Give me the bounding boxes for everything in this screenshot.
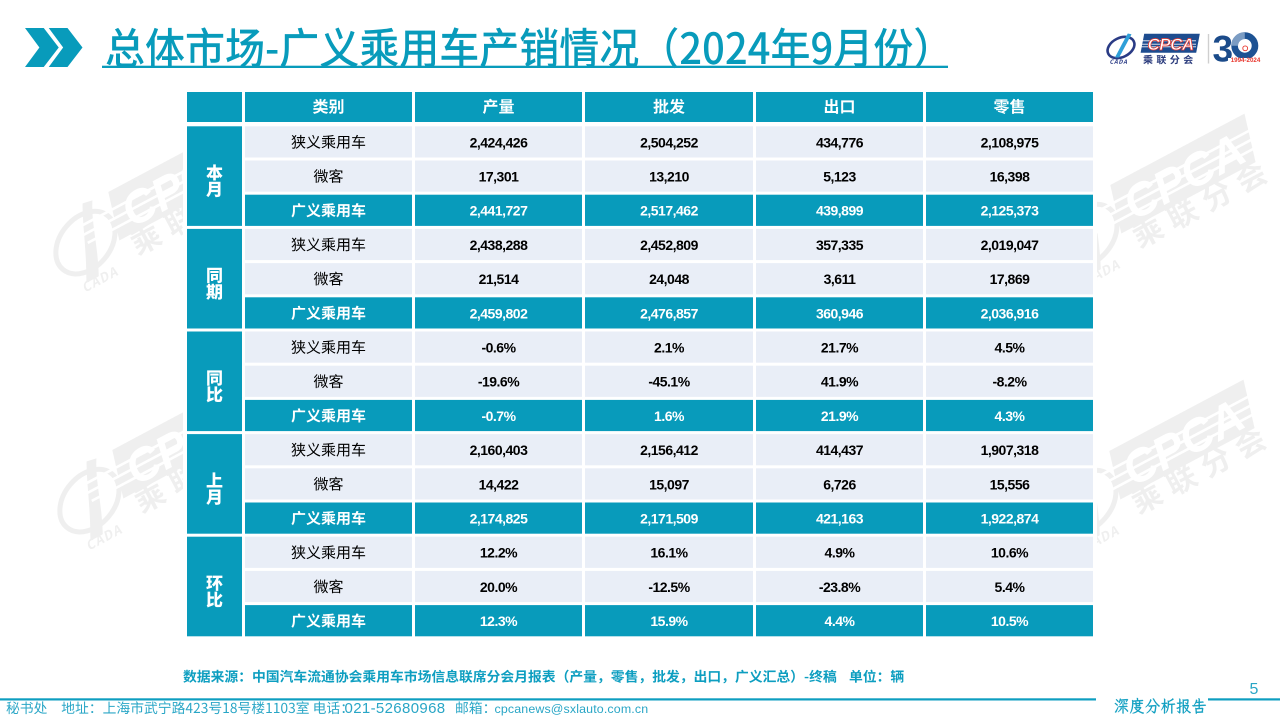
svg-text:-0.7%: -0.7% [481, 408, 516, 424]
svg-text:5,123: 5,123 [823, 169, 856, 185]
svg-text:15,097: 15,097 [649, 476, 690, 492]
svg-text:cpcanews@sxlauto.com.cn: cpcanews@sxlauto.com.cn [495, 702, 649, 716]
svg-text:2.1%: 2.1% [654, 340, 685, 356]
svg-text:-23.8%: -23.8% [819, 579, 861, 595]
svg-text:2,504,252: 2,504,252 [640, 134, 698, 150]
svg-text:12.2%: 12.2% [480, 545, 518, 561]
svg-text:15.9%: 15.9% [650, 613, 688, 629]
svg-text:2,517,462: 2,517,462 [640, 203, 698, 219]
svg-text:21.7%: 21.7% [821, 340, 859, 356]
svg-text:2,452,809: 2,452,809 [640, 237, 698, 253]
svg-text:-19.6%: -19.6% [478, 374, 520, 390]
svg-text:1,907,318: 1,907,318 [981, 442, 1039, 458]
svg-text:357,335: 357,335 [816, 237, 864, 253]
svg-text:414,437: 414,437 [816, 442, 864, 458]
svg-text:1994-2024: 1994-2024 [1231, 57, 1261, 64]
svg-text:5: 5 [1250, 681, 1259, 698]
svg-text:2,125,373: 2,125,373 [981, 203, 1039, 219]
svg-text:4.9%: 4.9% [825, 545, 856, 561]
svg-text:5.4%: 5.4% [995, 579, 1026, 595]
svg-text:24,048: 24,048 [649, 271, 690, 287]
svg-text:2,160,403: 2,160,403 [470, 442, 528, 458]
svg-text:10.6%: 10.6% [991, 545, 1029, 561]
svg-text:2,174,825: 2,174,825 [470, 511, 528, 527]
svg-text:434,776: 434,776 [816, 134, 864, 150]
svg-text:14,422: 14,422 [479, 476, 520, 492]
svg-text:2,476,857: 2,476,857 [640, 305, 698, 321]
svg-text:16.1%: 16.1% [650, 545, 688, 561]
svg-text:2,171,509: 2,171,509 [640, 511, 698, 527]
svg-text:CPCA: CPCA [1148, 35, 1194, 54]
svg-text:1.6%: 1.6% [654, 408, 685, 424]
svg-text:4.4%: 4.4% [825, 613, 856, 629]
svg-text:10.5%: 10.5% [991, 613, 1029, 629]
svg-text:41.9%: 41.9% [821, 374, 859, 390]
svg-text:439,899: 439,899 [816, 203, 864, 219]
svg-text:-0.6%: -0.6% [481, 340, 516, 356]
svg-text:2,424,426: 2,424,426 [470, 134, 528, 150]
svg-text:21,514: 21,514 [479, 271, 520, 287]
svg-text:17,869: 17,869 [990, 271, 1031, 287]
svg-text:021-52680968: 021-52680968 [345, 700, 446, 717]
svg-text:421,163: 421,163 [816, 511, 864, 527]
svg-text:2,036,916: 2,036,916 [981, 305, 1039, 321]
svg-text:360,946: 360,946 [816, 305, 864, 321]
svg-text:6,726: 6,726 [823, 476, 856, 492]
svg-text:2,438,288: 2,438,288 [470, 237, 528, 253]
svg-text:12.3%: 12.3% [480, 613, 518, 629]
svg-text:2,019,047: 2,019,047 [981, 237, 1039, 253]
svg-text:-45.1%: -45.1% [648, 374, 690, 390]
svg-text:2,156,412: 2,156,412 [640, 442, 698, 458]
svg-text:21.9%: 21.9% [821, 408, 859, 424]
svg-text:15,556: 15,556 [990, 476, 1031, 492]
svg-text:16,398: 16,398 [990, 169, 1031, 185]
svg-text:2,459,802: 2,459,802 [470, 305, 528, 321]
svg-text:-8.2%: -8.2% [992, 374, 1027, 390]
svg-text:4.5%: 4.5% [995, 340, 1026, 356]
svg-text:13,210: 13,210 [649, 169, 690, 185]
svg-text:4.3%: 4.3% [995, 408, 1026, 424]
svg-text:17,301: 17,301 [479, 169, 520, 185]
svg-text:20.0%: 20.0% [480, 579, 518, 595]
svg-text:3,611: 3,611 [824, 271, 856, 287]
svg-text:1,922,874: 1,922,874 [981, 511, 1039, 527]
svg-text:2,108,975: 2,108,975 [981, 134, 1039, 150]
svg-text:-12.5%: -12.5% [648, 579, 690, 595]
svg-text:2,441,727: 2,441,727 [470, 203, 528, 219]
